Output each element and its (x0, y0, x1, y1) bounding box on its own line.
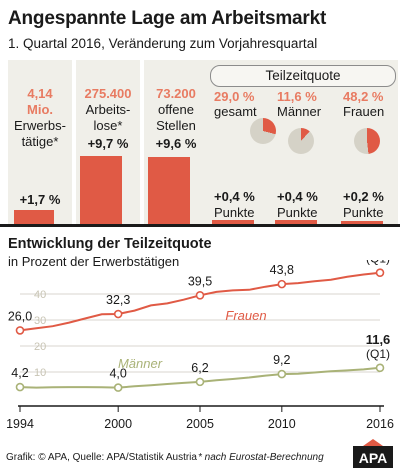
data-point (15, 326, 25, 335)
data-label: 11,6 (366, 332, 391, 347)
kpi-value: 73.200 (156, 86, 196, 101)
teilzeit-change-total: +0,4 % (214, 189, 255, 204)
teilzeit-pct-men: 11,6 % (277, 89, 317, 104)
kpi-label: offene (158, 102, 194, 117)
series-name-label: Männer (118, 356, 163, 371)
footnote: * nach Eurostat-Berechnung (198, 452, 324, 463)
data-label-sub: (Q1) (366, 347, 390, 361)
data-point (195, 377, 205, 387)
teilzeit-label-women: Frauen (343, 104, 385, 119)
pie-total (250, 118, 276, 144)
data-label: 9,2 (273, 353, 290, 367)
kpi-panel-employed (8, 60, 72, 224)
data-point (375, 363, 385, 373)
y-tick-label: 20 (34, 341, 46, 353)
x-tick-label: 2000 (104, 417, 132, 431)
chart-subtitle: in Prozent der Erwerbstätigen (8, 254, 180, 269)
kpi-label: Arbeits- (85, 102, 131, 117)
kpi-value: 275.400 (84, 86, 132, 101)
kpi-value: 4,14 (27, 86, 53, 101)
teilzeit-unit-men: Punkte (277, 205, 318, 220)
teilzeit-unit-women: Punkte (343, 205, 384, 220)
y-tick-label: 30 (34, 315, 46, 327)
x-tick-label: 2005 (186, 417, 214, 431)
kpi-change: +9,7 % (87, 136, 129, 151)
kpi-unemployed: 275.400 Arbeits- lose* +9,7 % (76, 60, 140, 224)
kpi-label: Erwerbs- (13, 118, 66, 133)
teilzeit-label-men: Männer (277, 104, 322, 119)
kpi-bar-employed (14, 210, 54, 224)
teilzeit-bar-women (341, 221, 383, 224)
data-label: 39,5 (188, 274, 212, 288)
teilzeit-bar-total (212, 220, 254, 224)
x-tick-label: 2016 (366, 417, 394, 431)
teilzeit-change-men: +0,4 % (277, 189, 318, 204)
data-point (375, 268, 385, 277)
kpi-label-2: Stellen (156, 118, 196, 133)
source-credit: Grafik: © APA, Quelle: APA/Statistik Aus… (6, 452, 197, 463)
x-tick-label: 1994 (6, 417, 34, 431)
teilzeit-label-total: gesamt (214, 104, 257, 119)
data-label-sub: (Q1) (366, 260, 390, 266)
data-point (277, 279, 287, 289)
data-point (113, 309, 123, 319)
teilzeit-heading: Teilzeitquote (210, 65, 396, 87)
kpi-bar-vacancies (148, 157, 190, 224)
kpi-bar-unemployed (80, 156, 122, 224)
page-subtitle: 1. Quartal 2016, Veränderung zum Vorjahr… (8, 36, 318, 51)
data-point (15, 382, 25, 392)
data-label: 4,2 (11, 366, 28, 380)
y-tick-label: 10 (34, 367, 46, 379)
data-label: 43,8 (270, 263, 294, 277)
data-label: 26,0 (8, 309, 32, 323)
pie-men (288, 128, 314, 154)
data-point (195, 290, 205, 300)
teilzeit-change-women: +0,2 % (343, 189, 384, 204)
data-point (113, 383, 123, 392)
kpi-label-2: tätige* (21, 134, 59, 149)
teilzeit-unit-total: Punkte (214, 205, 255, 220)
pie-women (354, 128, 380, 154)
section-divider (0, 224, 400, 227)
kpi-change: +9,6 % (155, 136, 197, 151)
data-label: 4,0 (109, 367, 126, 381)
data-label: 32,3 (106, 293, 130, 307)
apa-logo: APA (353, 439, 393, 468)
teilzeit-bar-men (275, 220, 317, 224)
kpi-employed: 4,14 Mio. Erwerbs- tätige* +1,7 % (8, 60, 72, 224)
series-name-label: Frauen (225, 308, 266, 323)
kpi-change: +1,7 % (19, 192, 61, 207)
kpi-value-unit: Mio. (27, 102, 53, 117)
page-title: Angespannte Lage am Arbeitsmarkt (8, 8, 327, 29)
teilzeit-pct-total: 29,0 % (214, 89, 255, 104)
data-label: 6,2 (191, 361, 208, 375)
chart-title: Entwicklung der Teilzeitquote (8, 236, 212, 252)
y-tick-label: 40 (34, 289, 46, 301)
teilzeit-pct-women: 48,2 % (343, 89, 384, 104)
kpi-vacancies: 73.200 offene Stellen +9,6 % (144, 60, 208, 224)
data-point (277, 369, 287, 379)
x-tick-label: 2010 (268, 417, 296, 431)
kpi-label-2: lose* (93, 118, 123, 133)
